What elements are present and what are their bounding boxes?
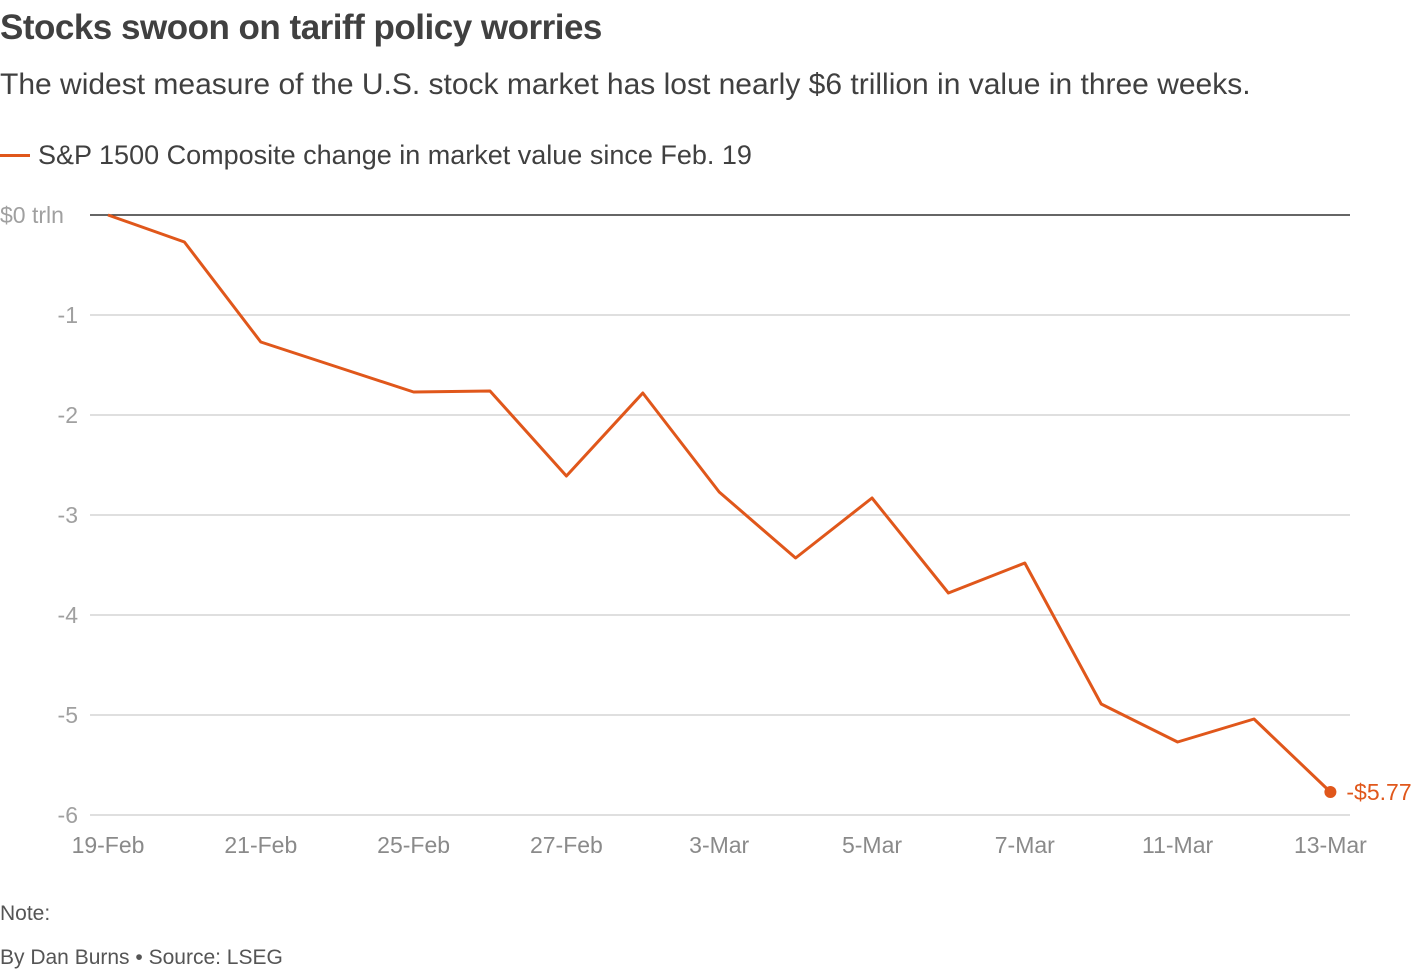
x-tick-label: 25-Feb [377,832,450,858]
legend: S&P 1500 Composite change in market valu… [0,140,752,171]
end-value-label: -$5.77 [1346,779,1411,805]
chart-subtitle: The widest measure of the U.S. stock mar… [0,68,1251,101]
chart-title: Stocks swoon on tariff policy worries [0,8,602,47]
y-tick-label: -5 [58,702,78,728]
x-tick-label: 13-Mar [1294,832,1367,858]
x-tick-label: 21-Feb [224,832,297,858]
y-tick-label: -6 [58,802,78,828]
y-tick-label: -1 [58,302,78,328]
credit: By Dan Burns • Source: LSEG [0,946,283,969]
data-point [1324,786,1337,798]
y-tick-label: -3 [58,502,78,528]
legend-label: S&P 1500 Composite change in market valu… [38,140,752,170]
y-tick-label: -2 [58,402,78,428]
note: Note: [0,902,51,925]
legend-swatch [0,154,30,157]
x-tick-label: 11-Mar [1142,832,1213,858]
y-tick-label: -4 [58,602,79,628]
y-tick-label: $0 trln [0,202,64,228]
x-tick-label: 5-Mar [842,832,902,858]
x-tick-label: 27-Feb [530,832,603,858]
x-tick-label: 3-Mar [689,832,749,858]
x-tick-label: 19-Feb [72,832,145,858]
series-line [107,213,1332,794]
x-tick-label: 7-Mar [995,832,1055,858]
